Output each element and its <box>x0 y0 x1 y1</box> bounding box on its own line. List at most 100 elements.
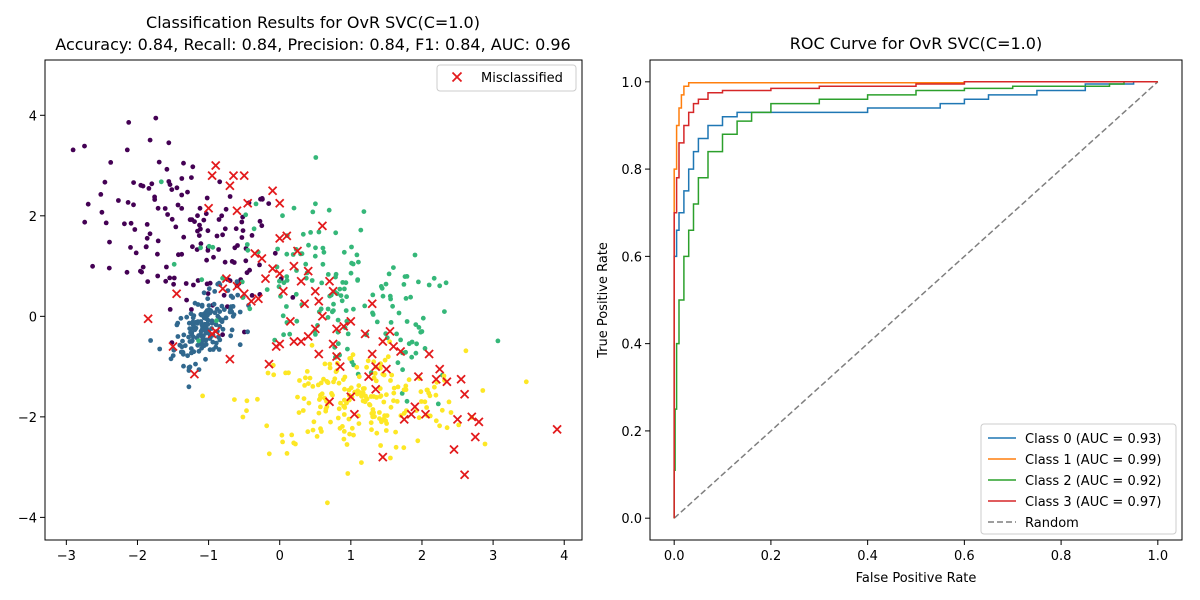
data-point-class-3 <box>379 419 384 425</box>
data-point-class-1 <box>196 348 202 354</box>
data-point-class-1 <box>170 353 176 358</box>
data-point-class-0 <box>257 262 262 268</box>
data-point-class-0 <box>259 223 265 229</box>
misclassified-marker <box>371 384 381 394</box>
data-point-class-2 <box>437 283 443 289</box>
data-point-class-3 <box>359 393 364 399</box>
data-point-class-3 <box>341 412 347 417</box>
data-point-class-2 <box>243 212 249 218</box>
data-point-class-0 <box>290 295 296 300</box>
misclassified-marker <box>424 349 434 359</box>
data-point-class-0 <box>155 238 161 244</box>
data-point-class-2 <box>293 291 299 297</box>
data-point-class-1 <box>206 286 212 292</box>
data-point-class-1 <box>220 326 226 332</box>
misclassified-marker <box>459 389 470 399</box>
scatter-panel: Classification Results for OvR SVC(C=1.0… <box>18 13 583 564</box>
data-point-class-2 <box>313 332 318 337</box>
roc-x-ticks: 0.0 0.2 0.4 0.6 0.8 1.0 <box>664 540 1168 564</box>
data-point-class-2 <box>198 245 204 251</box>
data-point-class-3 <box>331 379 336 385</box>
data-point-class-1 <box>219 303 225 309</box>
data-point-class-0 <box>70 147 76 153</box>
scatter-x-tick-label: 0 <box>276 549 284 564</box>
misclassified-marker <box>331 324 342 334</box>
roc-legend-box <box>980 423 1177 535</box>
data-point-class-2 <box>370 292 376 298</box>
misclassified-marker <box>395 346 406 357</box>
legend-marker-misclassified <box>451 71 463 83</box>
data-point-class-2 <box>264 287 270 292</box>
data-point-class-3 <box>381 399 387 405</box>
data-point-class-0 <box>227 194 233 199</box>
misclassified-marker <box>257 253 267 264</box>
misclassified-marker <box>378 336 388 347</box>
data-point-class-0 <box>204 195 210 201</box>
misclassified-marker <box>253 294 264 304</box>
misclassified-marker <box>552 424 562 435</box>
data-point-class-0 <box>214 233 220 239</box>
data-point-class-3 <box>433 392 439 398</box>
data-point-class-1 <box>217 337 223 343</box>
data-point-class-2 <box>413 322 419 327</box>
data-point-class-0 <box>235 243 240 248</box>
data-point-class-2 <box>338 293 344 298</box>
data-point-class-2 <box>403 349 408 355</box>
data-point-class-0 <box>257 218 263 224</box>
misclassified-markers <box>143 160 562 480</box>
data-point-class-0 <box>152 197 158 202</box>
data-point-class-3 <box>388 404 394 410</box>
misclassified-marker <box>331 351 342 362</box>
data-point-class-3 <box>370 407 376 412</box>
data-point-class-0 <box>132 227 138 232</box>
data-point-class-0 <box>179 206 185 211</box>
data-point-class-0 <box>173 224 179 230</box>
data-point-class-3 <box>311 419 317 425</box>
data-point-class-0 <box>190 244 195 250</box>
data-point-class-1 <box>188 311 194 317</box>
data-point-class-2 <box>309 278 315 283</box>
data-point-class-0 <box>179 176 185 181</box>
data-point-class-2 <box>358 227 364 233</box>
data-point-class-1 <box>192 300 198 306</box>
data-point-class-2 <box>284 304 289 309</box>
data-point-class-0 <box>216 247 222 252</box>
data-point-class-2 <box>320 261 326 267</box>
data-point-class-3 <box>266 451 272 457</box>
data-point-class-2 <box>281 280 287 286</box>
misclassified-marker <box>413 371 424 382</box>
data-point-class-1 <box>205 296 211 302</box>
data-point-class-3 <box>419 399 424 404</box>
roc-x-tick-label: 0.0 <box>664 549 685 564</box>
data-point-class-1 <box>192 327 198 333</box>
misclassified-marker <box>232 206 242 216</box>
data-point-class-3 <box>306 400 312 406</box>
data-point-class-2 <box>247 306 253 312</box>
data-point-class-0 <box>197 205 203 211</box>
data-point-class-2 <box>348 270 354 276</box>
data-point-class-1 <box>187 326 193 331</box>
misclassified-marker <box>232 281 242 291</box>
misclassified-marker <box>271 341 281 352</box>
data-point-class-0 <box>163 278 169 284</box>
data-point-class-3 <box>279 432 285 438</box>
data-point-class-2 <box>431 275 437 281</box>
data-point-class-3 <box>369 427 374 433</box>
data-point-class-2 <box>404 398 410 404</box>
misclassified-marker <box>221 273 232 284</box>
data-point-class-1 <box>213 340 219 346</box>
data-point-class-2 <box>414 341 419 347</box>
data-point-class-3 <box>385 354 391 360</box>
data-point-class-1 <box>189 338 195 343</box>
data-point-class-3 <box>388 455 393 461</box>
misclassified-marker <box>207 170 217 181</box>
roc-axes-frame <box>649 59 1183 541</box>
scatter-title: Classification Results for OvR SVC(C=1.0… <box>146 13 480 32</box>
data-point-class-3 <box>344 442 350 447</box>
data-point-class-1 <box>210 347 216 352</box>
data-point-class-1 <box>229 327 235 333</box>
data-point-class-1 <box>190 334 196 340</box>
data-point-class-3 <box>315 382 321 388</box>
roc-curves <box>673 81 1159 519</box>
